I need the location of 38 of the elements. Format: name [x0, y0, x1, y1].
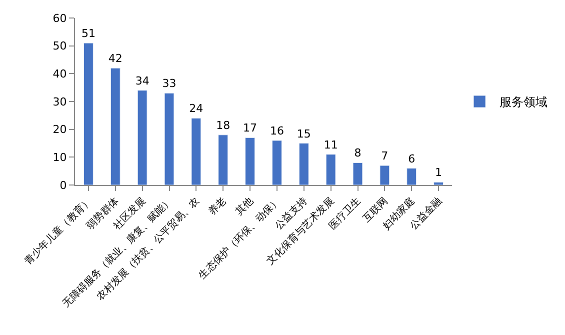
data-label: 15: [296, 127, 311, 140]
bar: [110, 68, 120, 185]
y-tick-label: 0: [60, 178, 67, 192]
y-tick-label: 10: [52, 151, 67, 164]
x-tick-label: 养老: [206, 195, 229, 218]
y-tick-label: 60: [52, 12, 67, 25]
data-label: 1: [435, 166, 442, 180]
bar: [137, 90, 148, 185]
data-label: 34: [135, 74, 150, 88]
data-label: 8: [354, 146, 362, 160]
data-label: 42: [108, 52, 122, 66]
y-tick-label: 40: [52, 68, 67, 81]
bar: [218, 134, 228, 185]
bar: [380, 165, 390, 185]
bar: [245, 137, 255, 185]
data-label: 18: [216, 118, 230, 132]
data-label: 16: [270, 124, 284, 138]
legend-label: 服务领域: [500, 95, 548, 110]
bar: [298, 143, 309, 185]
data-label: 7: [381, 150, 388, 163]
bar: [84, 42, 94, 185]
bar: [272, 140, 282, 185]
data-label: 51: [81, 27, 96, 40]
y-tick-label: 20: [52, 123, 67, 136]
x-tick-label: 其他: [233, 195, 256, 218]
bar: [164, 92, 174, 185]
bar: [434, 182, 444, 185]
bar: [326, 154, 336, 185]
bar: [406, 168, 417, 185]
bar: [352, 162, 363, 185]
data-label: 11: [324, 138, 338, 152]
data-label: 6: [408, 152, 416, 166]
bar: [191, 118, 202, 185]
y-tick-label: 30: [52, 95, 67, 108]
data-label: 17: [243, 122, 258, 135]
data-label: 24: [189, 102, 204, 116]
data-label: 33: [162, 77, 176, 90]
y-tick-label: 50: [52, 40, 67, 53]
